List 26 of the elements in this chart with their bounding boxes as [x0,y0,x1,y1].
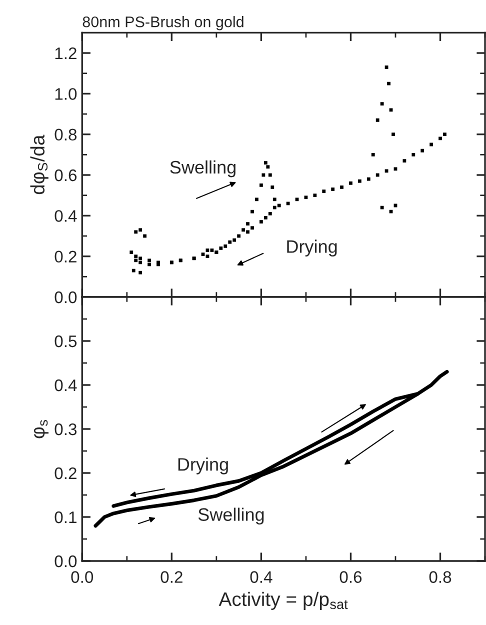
y-tick-label: 0.4 [54,210,77,222]
chart-title: 80nm PS-Brush on gold [82,16,244,30]
x-tick-label: 0.2 [160,571,182,583]
annotation: Swelling [198,508,264,525]
y-tick-label: 0.1 [54,511,76,524]
y-tick-label: 0.6 [54,169,77,182]
y-tick-label: 0.8 [54,128,77,141]
y-tick-label: 0.0 [54,555,77,568]
y-tick-label: 0.3 [54,423,77,436]
y-tick-label: 0.4 [54,379,77,392]
annotation: Drying [178,458,228,474]
x-tick-label: 0.8 [429,571,452,583]
x-tick-label: 0.6 [340,571,362,583]
y-tick-label: 0.5 [54,335,77,348]
x-tick-label: 0.4 [250,571,272,583]
y-axis-title: dφ$_{S}$/da [30,134,48,194]
annotation: Swelling [170,160,236,178]
x-axis-title: Activity = p/p$_{sat}$ [218,592,348,610]
x-tick-label: 0.0 [71,571,94,583]
y-tick-label: 0.0 [54,291,77,304]
y-tick-label: 1.0 [55,88,77,100]
y-tick-label: 1.2 [55,47,76,60]
y-axis-title: φ$_{s}$ [34,420,48,438]
y-tick-label: 0.2 [54,250,76,263]
y-tick-label: 0.2 [54,467,76,480]
annotation: Drying [287,240,337,257]
